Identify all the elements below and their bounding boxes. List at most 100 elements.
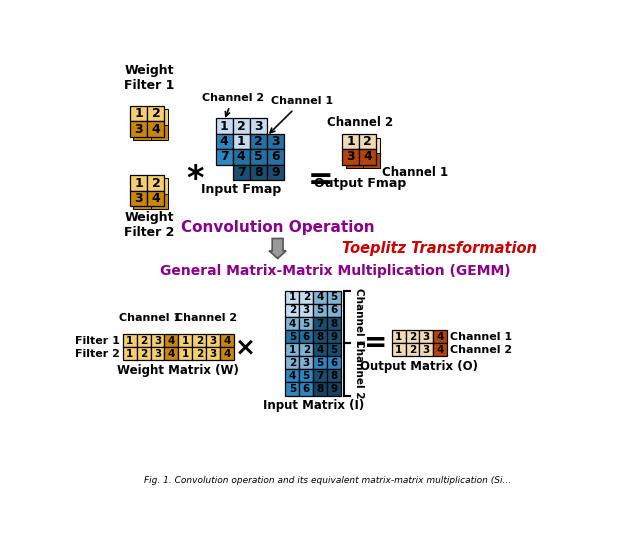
Bar: [327, 291, 341, 304]
Text: 2: 2: [152, 177, 161, 190]
Bar: [220, 347, 234, 360]
Bar: [179, 334, 193, 347]
Text: 4: 4: [152, 192, 161, 205]
Bar: [233, 118, 250, 134]
Text: 3: 3: [210, 336, 217, 345]
Bar: [233, 164, 250, 180]
Bar: [285, 317, 300, 330]
Text: 2: 2: [409, 345, 416, 355]
Text: 5: 5: [254, 150, 262, 163]
Text: 3: 3: [271, 135, 280, 148]
Text: 7: 7: [317, 371, 324, 381]
Bar: [359, 149, 376, 164]
Text: 8: 8: [317, 384, 324, 394]
Text: 3: 3: [154, 336, 161, 345]
Text: Channel 2: Channel 2: [451, 345, 513, 355]
Text: 2: 2: [289, 358, 296, 368]
Text: 4: 4: [168, 349, 175, 359]
Bar: [134, 124, 150, 140]
Bar: [363, 153, 380, 168]
Bar: [206, 334, 220, 347]
Bar: [419, 343, 433, 356]
Bar: [134, 194, 150, 209]
Bar: [313, 343, 327, 356]
Text: 3: 3: [134, 123, 143, 136]
Text: 5: 5: [317, 305, 324, 316]
Bar: [285, 370, 300, 382]
Text: *: *: [186, 163, 204, 196]
Bar: [346, 138, 363, 153]
Text: 2: 2: [254, 135, 262, 148]
Text: 1: 1: [395, 345, 402, 355]
Bar: [136, 347, 150, 360]
Text: 4: 4: [317, 293, 324, 303]
Bar: [300, 370, 313, 382]
Bar: [327, 356, 341, 370]
Bar: [164, 334, 179, 347]
Bar: [327, 330, 341, 343]
Text: 5: 5: [303, 371, 310, 381]
Text: 9: 9: [331, 384, 338, 394]
Text: 5: 5: [331, 293, 338, 303]
Text: 1: 1: [182, 349, 189, 359]
Text: =: =: [307, 166, 333, 195]
Text: 1: 1: [182, 336, 189, 345]
Bar: [342, 134, 359, 149]
Text: 2: 2: [363, 135, 372, 148]
Text: Weight
Filter 2: Weight Filter 2: [124, 211, 174, 239]
Bar: [313, 382, 327, 395]
Text: 3: 3: [346, 150, 355, 163]
Bar: [392, 330, 406, 343]
Text: 1: 1: [134, 177, 143, 190]
Bar: [285, 330, 300, 343]
Bar: [313, 291, 327, 304]
Text: Filter 1: Filter 1: [75, 336, 120, 345]
Bar: [300, 304, 313, 317]
Text: 2: 2: [196, 336, 203, 345]
Bar: [123, 347, 136, 360]
Text: 1: 1: [126, 349, 133, 359]
Bar: [285, 304, 300, 317]
Text: ×: ×: [235, 335, 255, 359]
Bar: [123, 334, 136, 347]
Text: Channel 1: Channel 1: [451, 332, 513, 342]
Text: 4: 4: [223, 336, 231, 345]
Bar: [363, 138, 380, 153]
Bar: [147, 191, 164, 206]
Text: 4: 4: [223, 349, 231, 359]
Text: 3: 3: [303, 358, 310, 368]
Bar: [406, 330, 419, 343]
Bar: [179, 347, 193, 360]
Bar: [300, 382, 313, 395]
Text: 2: 2: [237, 119, 246, 133]
Text: Fig. 1. Convolution operation and its equivalent matrix-matrix multiplication (S: Fig. 1. Convolution operation and its eq…: [145, 476, 511, 485]
Text: 1: 1: [126, 336, 133, 345]
Text: 4: 4: [363, 150, 372, 163]
Text: 1: 1: [220, 119, 228, 133]
Text: 5: 5: [289, 384, 296, 394]
Text: 5: 5: [303, 318, 310, 328]
Bar: [250, 164, 267, 180]
Text: 6: 6: [331, 305, 338, 316]
Text: 2: 2: [303, 293, 310, 303]
Text: 4: 4: [289, 318, 296, 328]
Bar: [220, 334, 234, 347]
Bar: [300, 330, 313, 343]
Bar: [433, 343, 447, 356]
Bar: [346, 153, 363, 168]
Bar: [136, 334, 150, 347]
Bar: [147, 106, 164, 122]
Bar: [267, 134, 284, 149]
Text: 1: 1: [395, 332, 402, 342]
Bar: [342, 149, 359, 164]
Text: Weight Matrix (W): Weight Matrix (W): [118, 364, 239, 377]
Text: 8: 8: [254, 166, 262, 179]
Text: 4: 4: [168, 336, 175, 345]
Bar: [150, 334, 164, 347]
Text: 1: 1: [289, 345, 296, 355]
Text: 4: 4: [436, 345, 444, 355]
Bar: [300, 356, 313, 370]
Bar: [193, 347, 206, 360]
Text: 6: 6: [303, 384, 310, 394]
Text: 7: 7: [220, 150, 228, 163]
